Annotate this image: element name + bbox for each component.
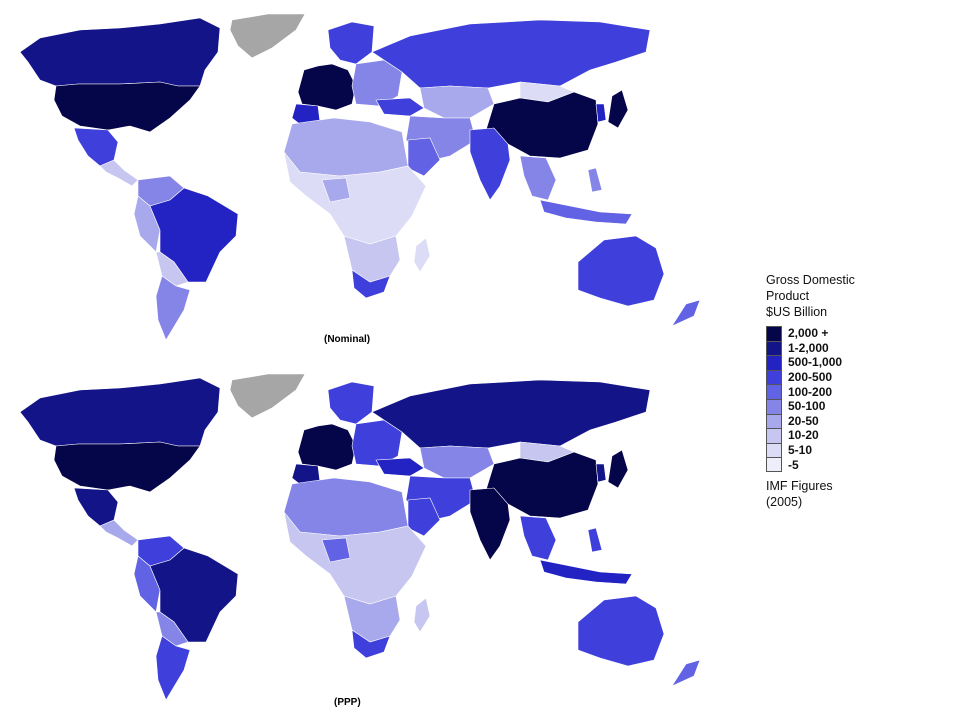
legend-label: 1-2,000	[788, 340, 829, 355]
legend-label: 100-200	[788, 384, 833, 399]
legend-swatch	[766, 326, 782, 341]
turkey	[375, 457, 425, 477]
legend-source: IMF Figures (2005)	[766, 478, 956, 510]
legend-label: 20-50	[788, 413, 819, 428]
south-africa	[351, 269, 391, 299]
south-africa	[351, 629, 391, 659]
new-zealand	[671, 659, 701, 687]
legend-title-line: Product	[766, 289, 810, 303]
legend-row: 2,000 +	[766, 326, 956, 341]
central-africa	[283, 511, 427, 605]
legend-title: Gross Domestic Product $US Billion	[766, 272, 956, 320]
scandinavia	[327, 381, 375, 425]
legend-swatch	[766, 369, 782, 385]
nigeria	[321, 177, 351, 203]
legend-label: 500-1,000	[788, 355, 843, 370]
legend-swatch	[766, 384, 782, 399]
legend-swatch	[766, 428, 782, 443]
legend-label: 10-20	[788, 428, 819, 443]
canada	[19, 17, 221, 87]
legend-row: 20-50	[766, 413, 956, 429]
korea	[595, 463, 607, 483]
australia	[577, 235, 665, 307]
australia	[577, 595, 665, 667]
legend-swatch	[766, 413, 782, 429]
india	[469, 487, 511, 561]
legend-source-line: IMF Figures	[766, 478, 833, 493]
madagascar	[413, 237, 431, 273]
japan	[607, 89, 629, 129]
philippines	[587, 527, 603, 553]
legend-label: -5	[788, 457, 799, 472]
mexico	[73, 127, 119, 167]
world-map-nominal	[19, 13, 701, 341]
legend-label: 5-10	[788, 443, 813, 458]
legend-row: 200-500	[766, 369, 956, 385]
legend-label: 2,000 +	[788, 326, 829, 341]
legend-row: 1-2,000	[766, 340, 956, 356]
korea	[595, 103, 607, 123]
legend-swatch	[766, 340, 782, 356]
central-asia	[419, 85, 495, 119]
russia	[371, 379, 651, 449]
legend-swatch	[766, 457, 782, 472]
india	[469, 127, 511, 201]
argentina-chile	[155, 635, 191, 701]
legend-scale: 2,000 +1-2,000 500-1,000 200-500 100-200 50-…	[766, 326, 956, 472]
legend-title-line: $US Billion	[766, 305, 828, 319]
western-europe	[297, 63, 357, 111]
central-asia	[419, 445, 495, 479]
southeast-asia	[519, 515, 557, 561]
map-caption-ppp: (PPP)	[334, 697, 361, 708]
map-legend: Gross Domestic Product $US Billion 2,000…	[766, 272, 956, 510]
legend-row: 100-200	[766, 384, 956, 399]
greenland	[229, 13, 306, 59]
map-caption-nominal: (Nominal)	[324, 334, 371, 345]
gdp-nominal-map	[0, 0, 760, 360]
legend-label: 200-500	[788, 370, 833, 385]
western-europe	[297, 423, 357, 471]
usa	[53, 441, 201, 493]
mexico	[73, 487, 119, 527]
legend-row: 5-10	[766, 442, 956, 458]
southeast-asia	[519, 155, 557, 201]
legend-swatch	[766, 398, 782, 414]
saudi-arabia	[407, 497, 441, 537]
legend-row: 10-20	[766, 428, 956, 443]
usa	[53, 81, 201, 133]
north-africa	[283, 117, 409, 177]
central-america	[99, 519, 139, 547]
legend-title-line: Gross Domestic	[766, 273, 855, 287]
turkey	[375, 97, 425, 117]
philippines	[587, 167, 603, 193]
madagascar	[413, 597, 431, 633]
scandinavia	[327, 21, 375, 65]
greenland	[229, 373, 306, 419]
world-map-ppp	[19, 373, 701, 701]
legend-swatch	[766, 355, 782, 370]
argentina-chile	[155, 275, 191, 341]
legend-swatch	[766, 442, 782, 458]
gdp-ppp-map	[0, 360, 760, 720]
legend-source-line: (2005)	[766, 494, 803, 509]
new-zealand	[671, 299, 701, 327]
canada	[19, 377, 221, 447]
legend-row: -5	[766, 457, 956, 472]
legend-label: 50-100	[788, 399, 826, 414]
north-africa	[283, 477, 409, 537]
nigeria	[321, 537, 351, 563]
central-africa	[283, 151, 427, 245]
saudi-arabia	[407, 137, 441, 177]
japan	[607, 449, 629, 489]
legend-row: 50-100	[766, 398, 956, 414]
indonesia	[539, 559, 633, 585]
russia	[371, 19, 651, 89]
indonesia	[539, 199, 633, 225]
legend-row: 500-1,000	[766, 355, 956, 370]
central-america	[99, 159, 139, 187]
